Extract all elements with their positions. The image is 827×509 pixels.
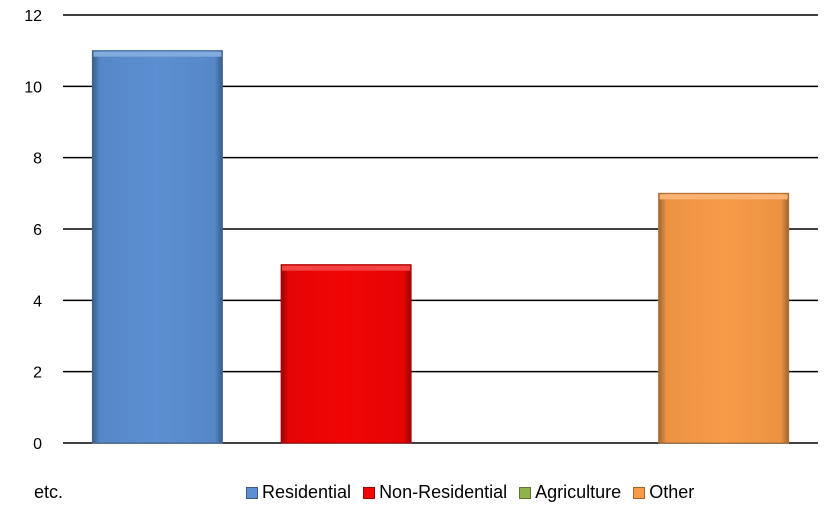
bar-other [658, 192, 790, 444]
legend-item: Agriculture [519, 482, 621, 503]
legend-label: Other [649, 482, 695, 502]
y-tick-label: 10 [24, 79, 42, 96]
bar-bevel [93, 51, 222, 57]
y-tick-label: 8 [33, 151, 42, 168]
bar-bevel [282, 265, 411, 271]
legend-label: Non-Residential [379, 482, 508, 502]
legend-item: Non-Residential [363, 482, 507, 503]
legend-swatch [633, 486, 646, 499]
legend: etc. Residential Non-Residential Agricultu… [0, 482, 827, 506]
legend-label: Residential [262, 482, 352, 502]
y-tick-label: 0 [33, 436, 42, 453]
legend-note: etc. [34, 482, 64, 502]
y-tick-label: 6 [33, 222, 42, 239]
legend-swatch [246, 486, 258, 499]
legend-item: Other [633, 482, 694, 503]
legend-label: Agriculture [535, 482, 622, 502]
bar-bevel [659, 194, 788, 200]
y-tick-label: 12 [24, 8, 42, 25]
legend-item: Residential [246, 482, 351, 503]
legend-swatch [363, 486, 376, 499]
bar-non-residential [280, 264, 412, 444]
y-tick-label: 2 [33, 365, 42, 382]
y-tick-label: 4 [33, 293, 42, 310]
legend-items: Residential Non-Residential Agriculture Oth… [246, 482, 706, 503]
bar-chart: 0 2 4 6 8 10 12 [24, 8, 818, 453]
bar-residential [91, 50, 223, 444]
legend-swatch [519, 486, 532, 499]
